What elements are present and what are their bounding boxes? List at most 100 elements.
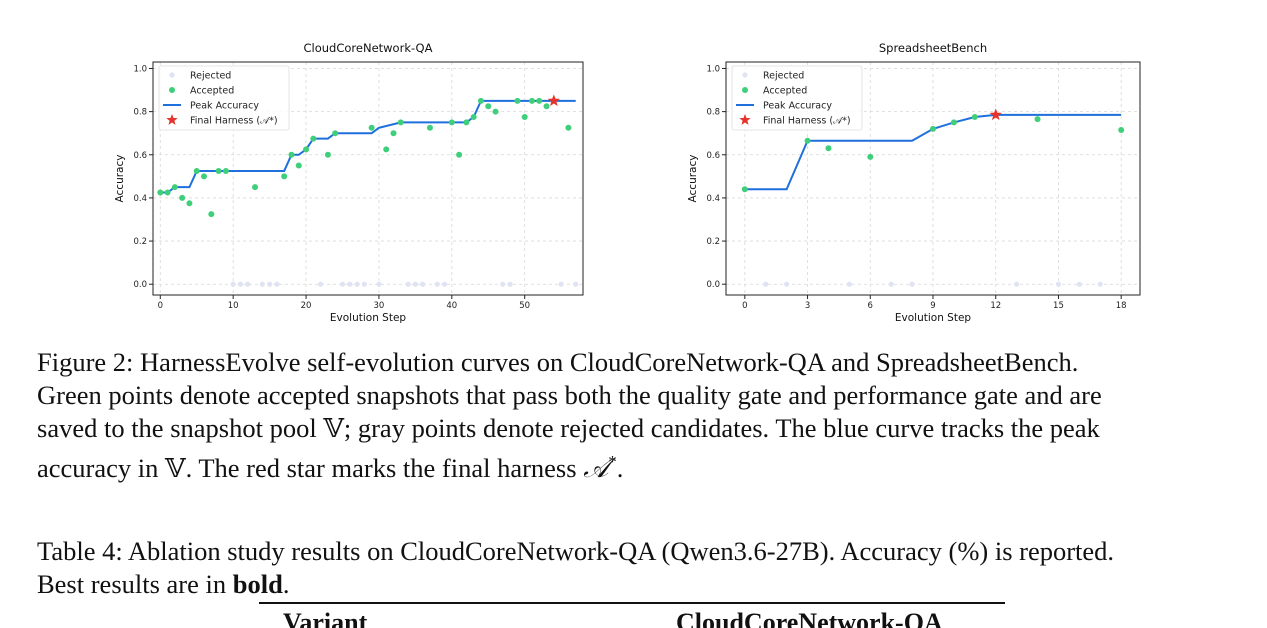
accepted-point (324, 151, 331, 158)
accepted-point (281, 173, 288, 180)
rejected-point (784, 281, 790, 287)
rejected-point (274, 281, 280, 287)
accepted-point (201, 173, 208, 180)
caption-text: saved to the snapshot pool (37, 413, 324, 443)
rejected-point (888, 281, 894, 287)
accepted-point (485, 103, 492, 110)
snapshot-pool-symbol: 𝕍 (165, 452, 186, 483)
y-tick-label: 0.4 (706, 194, 720, 204)
accepted-point (193, 167, 200, 174)
legend-label: Accepted (190, 86, 234, 97)
figure-caption-line-3: saved to the snapshot pool 𝕍; gray point… (37, 412, 1232, 445)
caption-text: Best results are in (37, 569, 233, 599)
accepted-point (741, 186, 748, 193)
accepted-point (397, 119, 404, 126)
x-tick-label: 50 (519, 301, 530, 311)
rejected-point (1076, 281, 1082, 287)
accepted-point (1118, 126, 1125, 133)
accepted-point (332, 130, 339, 137)
table-header-variant: Variant (283, 608, 368, 628)
caption-text: ; gray points denote rejected candidates… (343, 413, 1100, 443)
figure-caption-line-1: Figure 2: HarnessEvolve self-evolution c… (37, 347, 1079, 377)
chart-cloudcorenetwork-qa: 0 10 20 30 40 50 0.0 0.2 0.4 0.6 0.8 1.0 CloudCoreNe… (114, 41, 584, 324)
accepted-point (390, 130, 397, 137)
accepted-point (448, 119, 455, 126)
caption-text: . The red star marks the final harness (185, 452, 584, 483)
legend-label: Peak Accuracy (190, 101, 259, 112)
x-axis-label: Evolution Step (330, 312, 407, 324)
table-caption-line-2: Best results are in bold. (37, 568, 1232, 601)
y-tick-label: 0.6 (133, 151, 147, 161)
accepted-point (470, 114, 477, 121)
legend-box (158, 65, 290, 131)
rejected-point (267, 281, 273, 287)
y-tick-label: 0.2 (133, 237, 147, 247)
legend-box (731, 65, 863, 131)
accepted-point (186, 200, 193, 207)
figure-2-charts: 0 10 20 30 40 500.00.20.40.60.81.0CloudCoreNe… (114, 41, 1141, 324)
x-tick-label: 30 (374, 301, 385, 311)
table-top-rule (259, 602, 1005, 604)
accepted-point (565, 124, 572, 131)
legend-label: Accepted (763, 86, 807, 97)
rejected-point (500, 281, 506, 287)
chart-title: CloudCoreNetwork-QA (304, 41, 433, 55)
accepted-point (867, 153, 874, 160)
accepted-point (157, 189, 164, 196)
final-harness-star (547, 94, 561, 107)
x-tick-label: 6 (868, 301, 873, 311)
accepted-point (463, 119, 470, 126)
rejected-point (259, 281, 265, 287)
accepted-point (521, 114, 528, 121)
accepted-point (310, 135, 317, 142)
y-tick-label: 0.0 (133, 280, 147, 290)
accepted-point (288, 151, 295, 158)
y-tick-label: 0.0 (706, 280, 720, 290)
x-axis-label: Evolution Step (895, 312, 972, 324)
legend-label: Final Harness (𝒜*) (190, 116, 278, 127)
accepted-point (514, 97, 521, 104)
accepted-point (295, 162, 302, 169)
rejected-point (361, 281, 367, 287)
y-tick-label: 0.8 (706, 108, 720, 118)
accepted-point (368, 124, 375, 131)
rejected-point (1097, 281, 1103, 287)
accepted-point (222, 167, 229, 174)
final-harness-superscript: * (608, 452, 617, 471)
rejected-point (558, 281, 564, 287)
rejected-point (573, 281, 579, 287)
rejected-point (434, 281, 440, 287)
x-tick-label: 15 (1053, 301, 1064, 311)
x-tick-label: 18 (1116, 301, 1127, 311)
rejected-point (376, 281, 382, 287)
legend-label: Rejected (763, 71, 804, 82)
rejected-point (230, 281, 236, 287)
rejected-point (909, 281, 915, 287)
x-tick-label: 9 (930, 301, 935, 311)
rejected-point (237, 281, 244, 287)
legend-final-marker (166, 114, 178, 125)
caption-text: accuracy in (37, 452, 165, 483)
x-tick-label: 20 (301, 301, 312, 311)
x-tick-label: 12 (990, 301, 1001, 311)
rejected-point (354, 281, 360, 287)
legend-label: Rejected (190, 71, 231, 82)
accepted-point (536, 97, 543, 104)
accepted-point (456, 151, 463, 158)
final-harness-star (989, 108, 1002, 121)
accepted-point (171, 184, 178, 191)
accepted-point (950, 119, 957, 126)
accepted-point (1034, 116, 1041, 123)
accepted-point (303, 146, 310, 153)
chart-spreadsheetbench: 0 3 6 9 12 15 18 0.0 0.2 0.4 0.6 0.8 1.0 SpreadsheetB… (687, 41, 1141, 324)
rejected-point (412, 281, 418, 287)
table-header-dataset: CloudCoreNetwork-QA (676, 608, 943, 628)
caption-period: . (282, 569, 290, 599)
legend-rejected-marker (169, 72, 175, 78)
rejected-point (405, 281, 411, 287)
rejected-point (1014, 281, 1020, 287)
x-tick-label: 10 (228, 301, 239, 311)
y-tick-label: 0.6 (706, 151, 720, 161)
caption-bold-word: bold (232, 569, 283, 599)
y-tick-label: 1.0 (706, 64, 720, 74)
